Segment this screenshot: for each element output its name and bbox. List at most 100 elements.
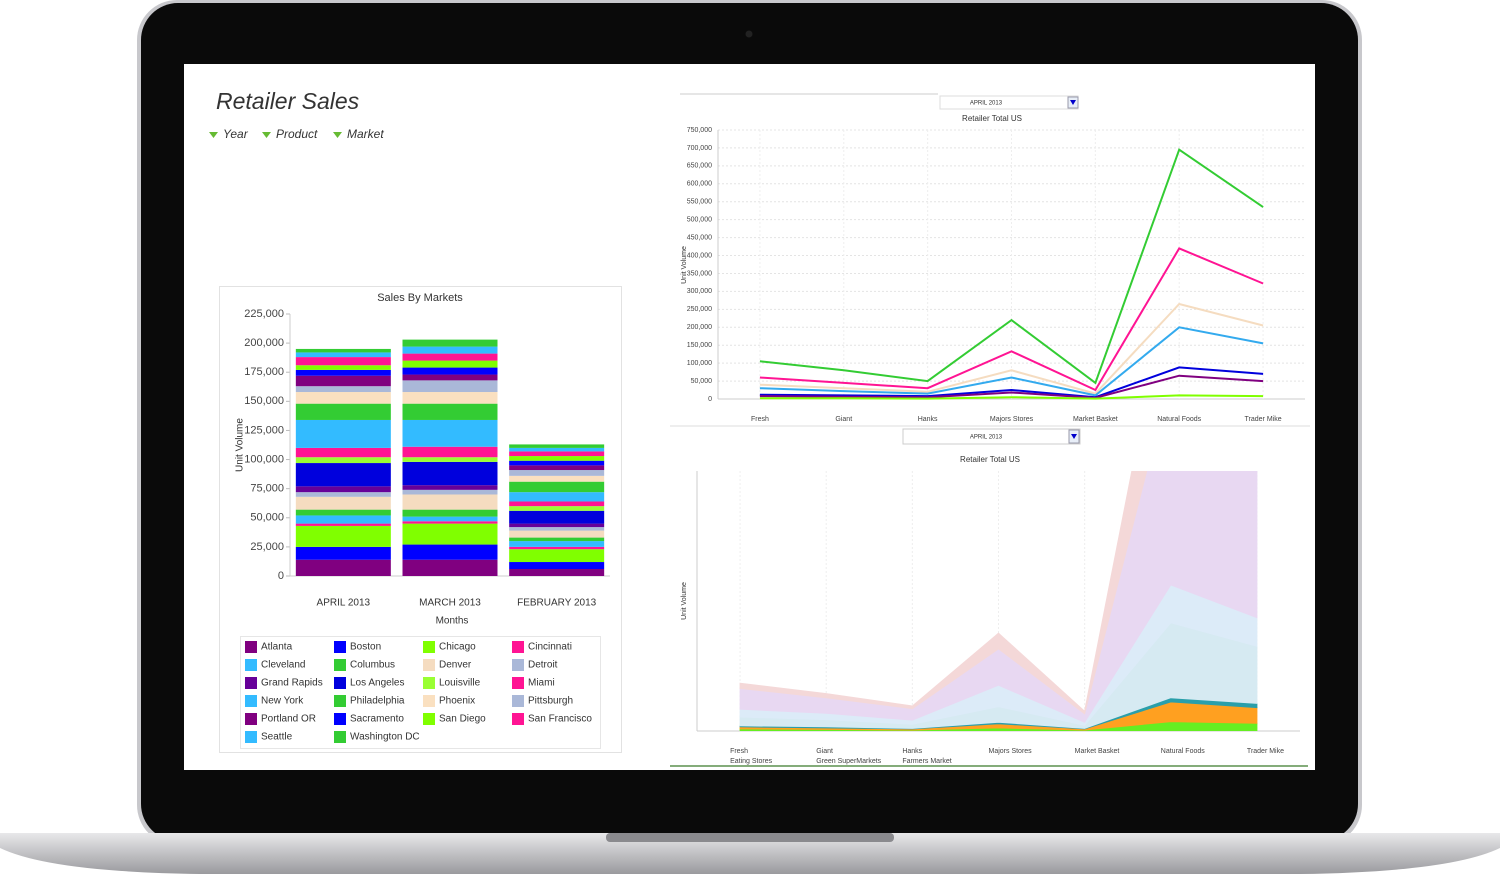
y-tick-label: 25,000 — [250, 541, 284, 553]
bar-segment — [295, 486, 391, 493]
dropdown[interactable] — [939, 95, 1079, 110]
bar-segment — [295, 352, 391, 358]
legend-label: Phoenix — [439, 696, 475, 707]
y-tick-label: 50,000 — [691, 378, 713, 385]
bar-segment — [509, 470, 605, 476]
bar-segment — [402, 380, 498, 393]
bar-segment — [509, 562, 605, 570]
dropdown[interactable] — [902, 428, 1081, 445]
x-tick-label: Natural Foods — [1157, 416, 1201, 423]
bar-segment — [295, 515, 391, 524]
legend-label: Denver — [439, 660, 472, 671]
legend-swatch — [423, 713, 435, 725]
legend-label: Atlanta — [261, 642, 293, 653]
legend-swatch — [512, 641, 524, 653]
bar-segment — [402, 544, 498, 560]
bar-segment — [402, 446, 498, 458]
y-tick-label: 0 — [278, 570, 284, 582]
bar-segment — [509, 569, 605, 576]
bar-segment — [509, 510, 605, 524]
y-tick-label: 750,000 — [687, 127, 712, 134]
bar-segment — [295, 386, 391, 393]
legend-label: Grand Rapids — [261, 678, 323, 689]
base-notch — [606, 833, 894, 842]
bar-segment — [509, 549, 605, 563]
legend-label: Seattle — [261, 732, 293, 743]
bar-segment — [295, 525, 391, 547]
bar-segment — [402, 461, 498, 486]
bar-segment — [509, 541, 605, 547]
bar-segment — [295, 559, 391, 576]
bar-segment — [295, 523, 391, 526]
bar-segment — [509, 492, 605, 502]
legend-label: San Francisco — [528, 714, 592, 725]
legend-label: Pittsburgh — [528, 696, 573, 707]
bar-segment — [295, 365, 391, 370]
bar-segment — [295, 509, 391, 516]
chart-title: Retailer Total US — [960, 455, 1020, 464]
bar-segment — [402, 521, 498, 524]
x-tick-label: Majors Stores — [989, 748, 1033, 755]
y-tick-label: 250,000 — [687, 306, 712, 313]
y-axis-label: Unit Volume — [681, 246, 688, 284]
bar-segment — [509, 530, 605, 538]
x-tick-sublabel: Green SuperMarkets — [816, 758, 881, 765]
y-tick-label: 125,000 — [244, 424, 284, 436]
legend-label: Los Angeles — [350, 678, 405, 689]
y-tick-label: 300,000 — [687, 288, 712, 295]
legend-label: Miami — [528, 678, 555, 689]
bar-segment — [295, 348, 391, 353]
y-tick-label: 150,000 — [244, 395, 284, 407]
bar-segment — [402, 346, 498, 354]
filter[interactable]: Market — [347, 127, 384, 141]
bar-segment — [509, 523, 605, 528]
y-tick-label: 225,000 — [244, 308, 284, 320]
x-tick-label: Trader Mike — [1247, 748, 1284, 755]
bar-segment — [295, 419, 391, 448]
y-tick-label: 400,000 — [687, 252, 712, 259]
legend-label: Louisville — [439, 678, 481, 689]
legend-label: New York — [261, 696, 304, 707]
x-tick-label: Giant — [816, 748, 833, 755]
legend-swatch — [245, 713, 257, 725]
bar-segment — [295, 496, 391, 510]
bar-segment — [295, 392, 391, 404]
x-tick-label: Hanks — [918, 416, 938, 423]
filter[interactable]: Product — [276, 127, 318, 141]
bar-segment — [509, 460, 605, 466]
chart-title: Sales By Markets — [377, 292, 463, 304]
filter[interactable]: Year — [223, 127, 249, 141]
bar-segment — [509, 456, 605, 461]
legend-label: Sacramento — [350, 714, 404, 725]
bar-segment — [509, 527, 605, 531]
area-series — [739, 471, 1148, 715]
bar-segment — [509, 537, 605, 542]
y-tick-label: 150,000 — [687, 342, 712, 349]
dropdown-arrow — [1071, 434, 1077, 439]
legend-swatch — [423, 641, 435, 653]
bar-segment — [402, 485, 498, 490]
bar-segment — [295, 369, 391, 376]
legend-swatch — [423, 659, 435, 671]
legend-swatch — [245, 677, 257, 689]
bar-segment — [295, 357, 391, 366]
legend-label: Cleveland — [261, 660, 305, 671]
legend-swatch — [512, 677, 524, 689]
y-tick-label: 100,000 — [244, 453, 284, 465]
x-tick-label: Fresh — [730, 748, 748, 755]
x-tick-sublabel: Farmers Market — [902, 758, 951, 765]
bar-segment — [402, 457, 498, 462]
y-tick-label: 200,000 — [244, 337, 284, 349]
y-tick-label: 650,000 — [687, 163, 712, 170]
dropdown-arrow — [1070, 100, 1076, 105]
camera — [745, 30, 753, 38]
legend-swatch — [423, 695, 435, 707]
legend-swatch — [245, 695, 257, 707]
filter-arrow — [333, 132, 342, 138]
legend-label: Detroit — [528, 660, 558, 671]
legend-swatch — [334, 713, 346, 725]
legend-swatch — [512, 713, 524, 725]
x-tick-label: Market Basket — [1073, 416, 1118, 423]
bar-segment — [295, 463, 391, 487]
legend-swatch — [512, 695, 524, 707]
